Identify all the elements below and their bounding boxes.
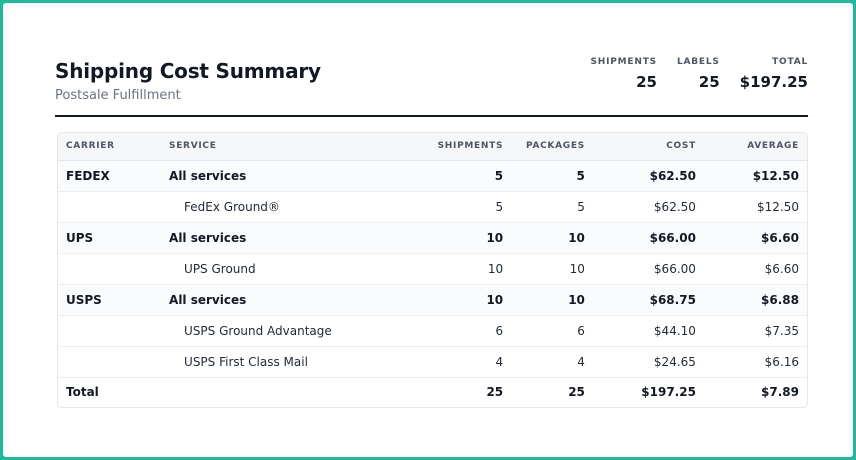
- column-header-carrier: CARRIER: [58, 133, 170, 161]
- cell-packages: 25: [503, 376, 585, 407]
- stat-total: TOTAL $197.25: [740, 57, 808, 91]
- cell-average: $6.16: [695, 346, 807, 378]
- table-row-service: USPS First Class Mail 4 4 $24.65 $6.16: [58, 346, 807, 378]
- stat-value: $197.25: [739, 73, 808, 91]
- table-row-total: Total 25 25 $197.25 $7.89: [58, 376, 807, 407]
- cell-service: USPS First Class Mail: [169, 346, 371, 378]
- cell-cost: $44.10: [584, 315, 696, 347]
- cell-average: $12.50: [695, 191, 807, 223]
- cell-shipments: 4: [370, 346, 504, 378]
- cell-shipments: 10: [370, 284, 504, 316]
- cell-packages: 10: [503, 253, 585, 285]
- cell-cost: $24.65: [584, 346, 696, 378]
- cell-average: $7.35: [695, 315, 807, 347]
- cell-total-label: Total: [58, 376, 170, 407]
- cell-average: $6.60: [695, 222, 807, 254]
- column-header-service: SERVICE: [169, 133, 371, 161]
- cell-packages: 10: [503, 222, 585, 254]
- cell-service: USPS Ground Advantage: [169, 315, 371, 347]
- cell-cost: $197.25: [584, 376, 696, 407]
- cell-average: $12.50: [695, 160, 807, 192]
- cell-average: $7.89: [695, 376, 807, 407]
- cell-service: UPS Ground: [169, 253, 371, 285]
- cell-carrier: FEDEX: [58, 160, 170, 192]
- stat-labels: LABELS 25: [677, 57, 720, 91]
- stat-value: 25: [698, 73, 720, 91]
- cell-shipments: 5: [370, 160, 504, 192]
- column-header-packages: PACKAGES: [503, 133, 585, 161]
- page-title: Shipping Cost Summary: [55, 59, 321, 83]
- cell-carrier: [58, 253, 170, 285]
- cell-cost: $62.50: [584, 191, 696, 223]
- cell-packages: 5: [503, 191, 585, 223]
- cell-service: All services: [169, 222, 371, 254]
- table-row-service: USPS Ground Advantage 6 6 $44.10 $7.35: [58, 315, 807, 347]
- summary-stats: SHIPMENTS 25 LABELS 25 TOTAL $197.25: [571, 57, 808, 91]
- cell-cost: $66.00: [584, 222, 696, 254]
- cell-service: All services: [169, 284, 371, 316]
- shipping-cost-report: Shipping Cost Summary Postsale Fulfillme…: [55, 55, 808, 408]
- cell-packages: 6: [503, 315, 585, 347]
- page-frame: Shipping Cost Summary Postsale Fulfillme…: [3, 3, 853, 457]
- table-row-service: UPS Ground 10 10 $66.00 $6.60: [58, 253, 807, 285]
- stat-label: LABELS: [676, 57, 720, 67]
- stat-value: 25: [636, 73, 657, 91]
- cell-cost: $66.00: [584, 253, 696, 285]
- cell-packages: 5: [503, 160, 585, 192]
- table-header-row: CARRIER SERVICE SHIPMENTS PACKAGES COST …: [58, 133, 807, 161]
- page-subtitle: Postsale Fulfillment: [55, 88, 181, 103]
- cost-table-container: CARRIER SERVICE SHIPMENTS PACKAGES COST …: [57, 132, 808, 408]
- column-header-average: AVERAGE: [695, 133, 807, 161]
- column-header-shipments: SHIPMENTS: [370, 133, 504, 161]
- stat-label: SHIPMENTS: [590, 57, 657, 67]
- table-row-service: FedEx Ground® 5 5 $62.50 $12.50: [58, 191, 807, 223]
- table-row-carrier-ups: UPS All services 10 10 $66.00 $6.60: [58, 222, 807, 254]
- cell-packages: 4: [503, 346, 585, 378]
- cell-carrier: USPS: [58, 284, 170, 316]
- stat-label: TOTAL: [772, 57, 808, 67]
- cell-carrier: UPS: [58, 222, 170, 254]
- cell-carrier: [58, 191, 170, 223]
- cell-shipments: 25: [370, 376, 504, 407]
- cell-cost: $68.75: [584, 284, 696, 316]
- cell-service: [169, 376, 371, 407]
- cell-shipments: 10: [370, 253, 504, 285]
- cell-cost: $62.50: [584, 160, 696, 192]
- cost-table: CARRIER SERVICE SHIPMENTS PACKAGES COST …: [58, 133, 807, 407]
- table-row-carrier-fedex: FEDEX All services 5 5 $62.50 $12.50: [58, 160, 807, 192]
- table-row-carrier-usps: USPS All services 10 10 $68.75 $6.88: [58, 284, 807, 316]
- cell-service: All services: [169, 160, 371, 192]
- cell-shipments: 10: [370, 222, 504, 254]
- column-header-cost: COST: [584, 133, 696, 161]
- cell-average: $6.88: [695, 284, 807, 316]
- stat-shipments: SHIPMENTS 25: [591, 57, 657, 91]
- cell-carrier: [58, 315, 170, 347]
- cell-average: $6.60: [695, 253, 807, 285]
- report-header: Shipping Cost Summary Postsale Fulfillme…: [55, 55, 808, 117]
- header-divider: [55, 115, 808, 117]
- cell-shipments: 6: [370, 315, 504, 347]
- cell-packages: 10: [503, 284, 585, 316]
- cell-carrier: [58, 346, 170, 378]
- cell-service: FedEx Ground®: [169, 191, 371, 223]
- cell-shipments: 5: [370, 191, 504, 223]
